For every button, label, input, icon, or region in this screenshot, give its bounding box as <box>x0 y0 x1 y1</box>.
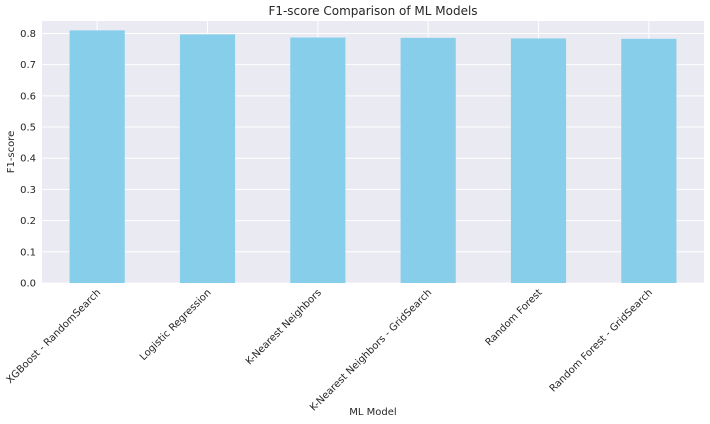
bar <box>510 38 567 283</box>
y-tick-label: 0.1 <box>20 247 36 258</box>
bar <box>400 37 456 283</box>
y-tick-label: 0.2 <box>20 216 36 227</box>
y-tick-label: 0.3 <box>20 185 36 196</box>
y-tick-label: 0.6 <box>20 91 36 102</box>
y-axis-ticks: 0.0 0.1 0.2 0.3 0.4 0.5 0.6 0.7 0.8 <box>20 29 36 290</box>
x-axis-label: ML Model <box>349 407 396 418</box>
x-tick-label: Logistic Regression <box>138 287 214 363</box>
x-tick-label: Random Forest <box>484 287 545 348</box>
x-tick-label: XGBoost - RandomSearch <box>5 287 104 386</box>
bar <box>179 34 236 284</box>
x-tick-label: K-Nearest Neighbors <box>244 287 324 367</box>
y-axis-label: F1-score <box>6 131 17 174</box>
bar <box>69 30 125 283</box>
x-tick-label: K-Nearest Neighbors - GridSearch <box>308 287 434 413</box>
x-tick-label: Random Forest - GridSearch <box>548 287 655 394</box>
chart-title: F1-score Comparison of ML Models <box>268 4 477 18</box>
bar <box>621 38 677 284</box>
y-tick-label: 0.8 <box>20 29 36 40</box>
y-tick-label: 0.7 <box>20 60 36 71</box>
y-tick-label: 0.4 <box>20 154 36 165</box>
y-tick-label: 0.0 <box>20 279 36 290</box>
plot-area <box>42 21 704 283</box>
x-axis-ticks: XGBoost - RandomSearch Logistic Regressio… <box>5 287 655 413</box>
bar <box>290 37 346 284</box>
bars <box>69 30 677 284</box>
y-tick-label: 0.5 <box>20 123 36 134</box>
